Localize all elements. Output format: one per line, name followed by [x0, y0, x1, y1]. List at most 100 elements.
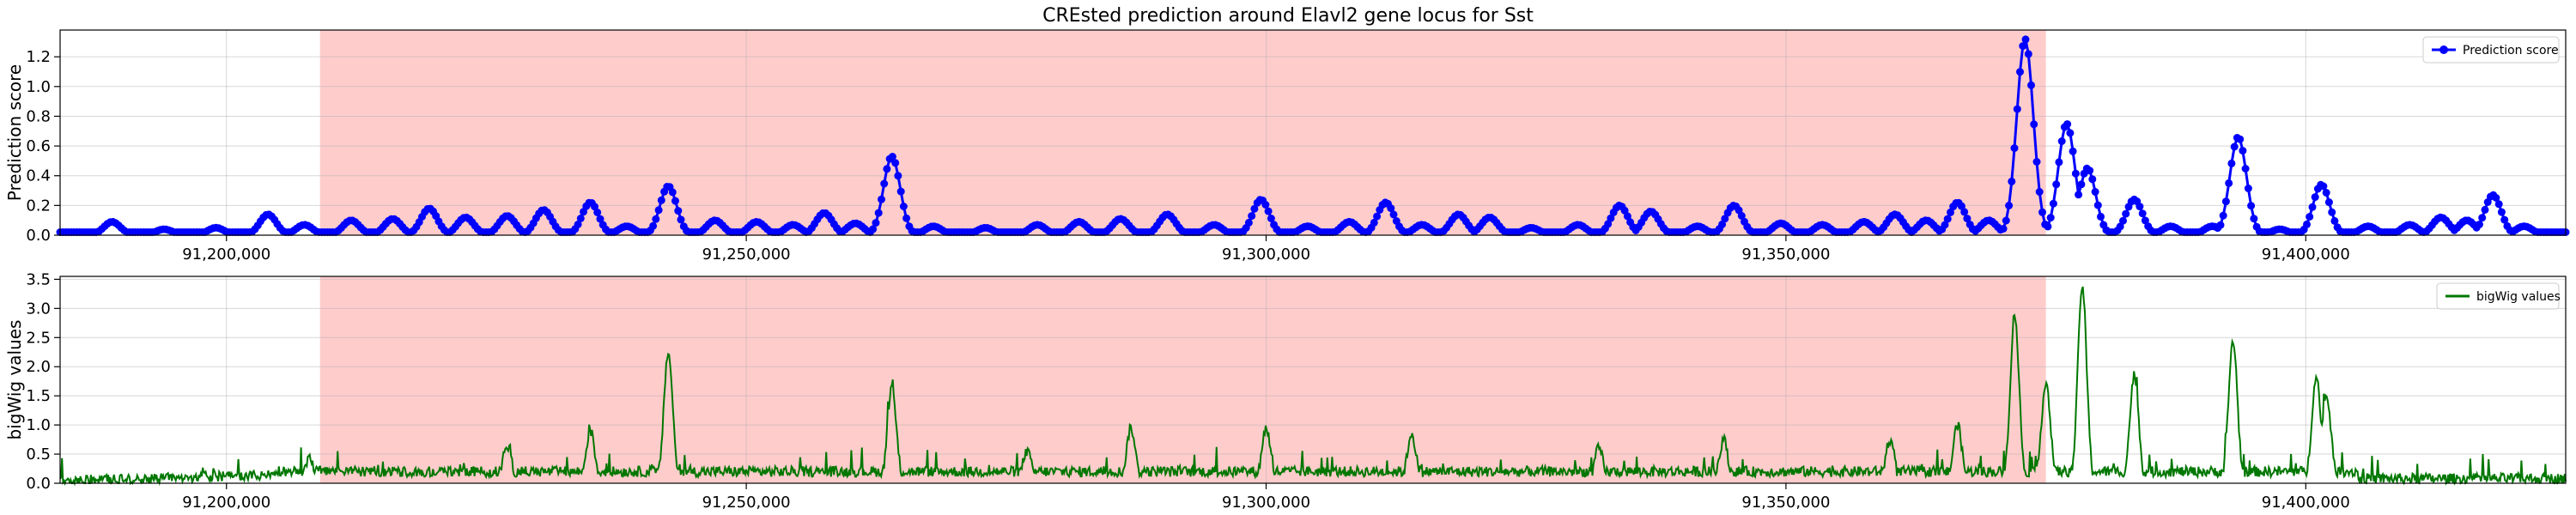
highlight-region [319, 30, 2046, 235]
data-point [1947, 208, 1954, 216]
bigwig-plot-area: 91,200,000 91,250,000 91,300,000 91,350,000… [26, 270, 2567, 512]
legend-marker [2439, 45, 2448, 54]
data-point [668, 188, 677, 197]
legend: bigWig values [2436, 282, 2561, 310]
data-point [880, 179, 889, 188]
y-axis-label: bigWig values [4, 320, 25, 440]
data-point [2069, 147, 2077, 155]
data-point [1604, 220, 1613, 228]
chart-title: CREsted prediction around Elavl2 gene lo… [1042, 5, 1534, 27]
y-tick-label: 0.6 [26, 137, 51, 155]
data-point [894, 172, 902, 180]
plot-frame [59, 29, 2567, 236]
data-point [2002, 216, 2010, 225]
data-point [2093, 201, 2102, 209]
legend: Prediction score [2422, 36, 2560, 64]
data-point [2005, 202, 2014, 209]
series-line [59, 286, 2567, 487]
data-point [2330, 216, 2339, 225]
data-point [2063, 120, 2072, 129]
data-point [2035, 188, 2044, 196]
data-point [2038, 208, 2046, 216]
data-point [2236, 135, 2245, 143]
highlight-region [319, 276, 2046, 483]
data-point [2030, 120, 2038, 129]
legend-label: bigWig values [2476, 290, 2561, 304]
data-point [2227, 159, 2236, 167]
data-point [2077, 180, 2086, 189]
data-point [2136, 203, 2144, 211]
y-tick-label: 1.0 [26, 416, 51, 434]
data-point [2250, 215, 2258, 223]
data-point [2481, 205, 2489, 214]
data-point [2052, 180, 2061, 189]
data-point [1244, 218, 1253, 227]
data-point [2116, 222, 2124, 231]
y-tick-label: 3.5 [26, 270, 51, 288]
data-point [2225, 179, 2233, 187]
y-tick-label: 0.0 [26, 475, 51, 493]
data-point [2138, 209, 2147, 218]
data-point [1250, 204, 1259, 213]
data-point [657, 196, 665, 204]
data-point [2497, 208, 2506, 216]
data-point [2241, 165, 2250, 173]
data-point [1389, 210, 1398, 219]
y-tick-label: 1.2 [26, 48, 51, 66]
data-point [1607, 214, 1615, 222]
y-tick-label: 0.4 [26, 167, 51, 185]
data-point [2219, 211, 2227, 220]
data-point [2021, 35, 2030, 44]
data-point [896, 187, 905, 196]
x-tick-label: 91,300,000 [1222, 494, 1310, 512]
y-tick-label: 2.5 [26, 329, 51, 347]
data-point [1248, 212, 1256, 221]
data-point [1267, 215, 1275, 222]
data-point [2239, 147, 2247, 155]
x-tick-label: 91,250,000 [702, 494, 791, 512]
data-point [674, 207, 683, 215]
data-point [1387, 204, 1395, 213]
data-point [872, 219, 880, 227]
data-point [2122, 209, 2130, 218]
data-point [1957, 202, 1965, 210]
data-point [677, 215, 685, 224]
legend-box [2436, 282, 2560, 310]
x-tick-label: 91,200,000 [182, 494, 270, 512]
prediction-plot-area: 91,200,000 91,250,000 91,300,000 91,350,000… [26, 29, 2570, 264]
data-point [2008, 177, 2016, 185]
y-tick-label: 2.0 [26, 358, 51, 376]
data-point [576, 215, 585, 222]
legend-box [2422, 36, 2560, 64]
data-point [2019, 42, 2027, 51]
data-point [591, 203, 598, 211]
x-tick-label: 91,350,000 [1741, 245, 1830, 264]
data-point [2024, 50, 2032, 58]
data-point [2016, 68, 2024, 76]
data-point [899, 203, 908, 210]
data-point [2066, 129, 2075, 137]
data-point [1943, 215, 1952, 223]
data-point [1264, 207, 1273, 215]
data-point [2476, 221, 2483, 228]
data-point [1960, 208, 1969, 216]
data-point [1941, 221, 1949, 229]
data-point [2478, 214, 2487, 222]
y-tick-label: 0.0 [26, 227, 51, 245]
y-tick-label: 0.2 [26, 197, 51, 215]
bigwig-panel: bigWig values 91,200,000 91,250,000 91,300… [4, 270, 2567, 512]
y-tick-label: 3.0 [26, 300, 51, 318]
data-point [2013, 105, 2021, 113]
data-point [874, 209, 883, 217]
data-point [2324, 198, 2333, 207]
data-point [593, 209, 602, 216]
data-point [2046, 214, 2055, 222]
data-point [671, 197, 679, 205]
data-point [2494, 200, 2503, 209]
x-tick-label: 91,400,000 [2262, 494, 2350, 512]
data-point [649, 221, 658, 230]
data-point [2091, 188, 2099, 196]
data-point [2071, 169, 2080, 178]
x-tick-label: 91,250,000 [702, 245, 791, 264]
